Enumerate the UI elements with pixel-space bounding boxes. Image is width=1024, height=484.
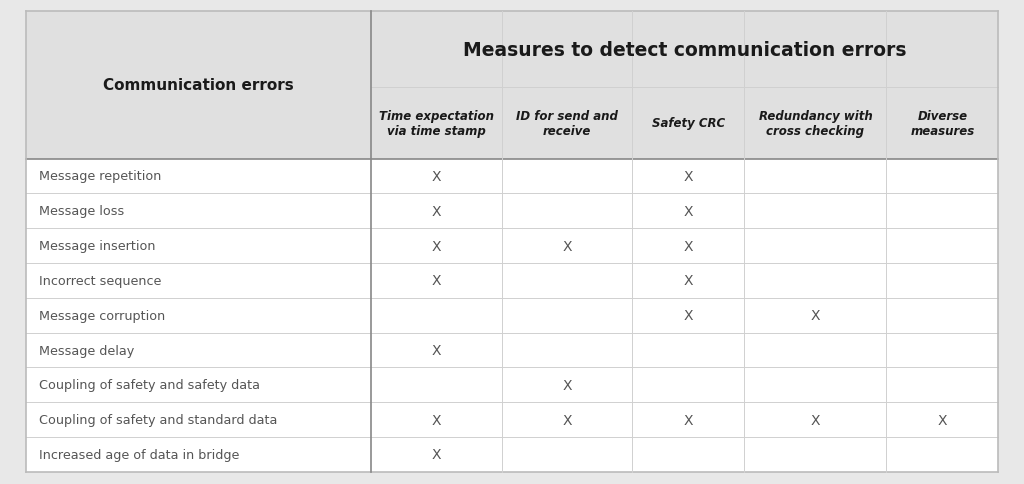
Text: X: X (431, 274, 440, 288)
Text: Message corruption: Message corruption (39, 309, 165, 322)
Text: X: X (938, 413, 947, 427)
Text: Coupling of safety and standard data: Coupling of safety and standard data (39, 413, 278, 426)
Text: X: X (684, 169, 693, 183)
Text: Message insertion: Message insertion (39, 240, 156, 253)
Text: Communication errors: Communication errors (102, 78, 294, 93)
Text: X: X (811, 413, 820, 427)
Text: Increased age of data in bridge: Increased age of data in bridge (39, 448, 240, 461)
Text: Safety CRC: Safety CRC (652, 117, 725, 130)
Bar (502, 88, 633, 159)
Bar (26, 12, 371, 159)
Text: Message delay: Message delay (39, 344, 134, 357)
Text: X: X (431, 239, 440, 253)
Text: Coupling of safety and safety data: Coupling of safety and safety data (39, 378, 260, 392)
Text: X: X (431, 448, 440, 462)
Bar (633, 88, 744, 159)
Text: Redundancy with
cross checking: Redundancy with cross checking (759, 110, 872, 137)
Text: X: X (431, 169, 440, 183)
Text: Measures to detect communication errors: Measures to detect communication errors (463, 41, 906, 60)
Text: X: X (684, 274, 693, 288)
Text: X: X (431, 413, 440, 427)
Text: X: X (684, 309, 693, 322)
Text: Message repetition: Message repetition (39, 170, 162, 183)
Text: Diverse
measures: Diverse measures (910, 110, 975, 137)
Text: X: X (431, 204, 440, 218)
Text: X: X (811, 309, 820, 322)
Bar (371, 12, 998, 88)
Text: ID for send and
receive: ID for send and receive (516, 110, 617, 137)
Text: Time expectation
via time stamp: Time expectation via time stamp (379, 110, 494, 137)
Text: Incorrect sequence: Incorrect sequence (39, 274, 162, 287)
Bar (371, 88, 502, 159)
Text: Message loss: Message loss (39, 205, 124, 218)
Bar (744, 88, 887, 159)
Text: X: X (684, 413, 693, 427)
Text: X: X (562, 413, 571, 427)
Text: X: X (562, 239, 571, 253)
Text: X: X (684, 239, 693, 253)
Bar (887, 88, 998, 159)
Text: X: X (431, 343, 440, 357)
Text: X: X (562, 378, 571, 392)
Text: X: X (684, 204, 693, 218)
